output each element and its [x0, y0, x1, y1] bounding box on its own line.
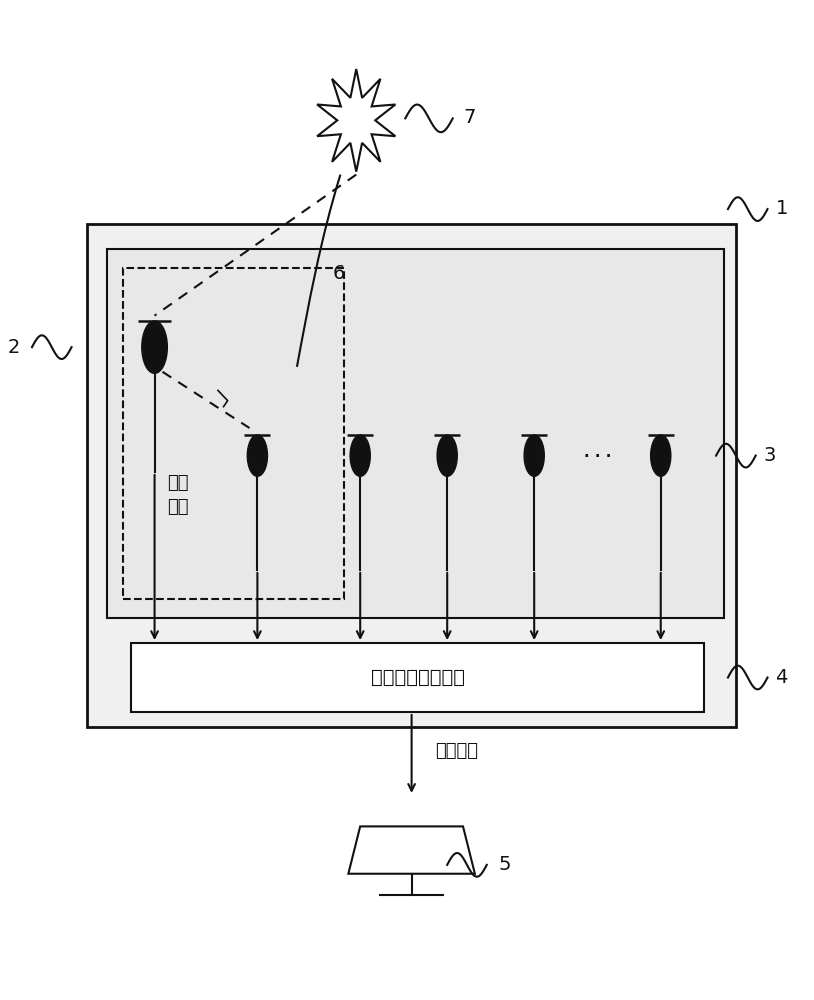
Polygon shape — [131, 643, 704, 712]
Text: 6: 6 — [333, 264, 345, 283]
Ellipse shape — [247, 435, 268, 476]
Ellipse shape — [650, 435, 671, 476]
Text: 输出信号: 输出信号 — [435, 742, 479, 760]
Polygon shape — [348, 826, 475, 874]
Text: 噪声去除处理单元: 噪声去除处理单元 — [370, 668, 465, 687]
Text: 5: 5 — [499, 855, 511, 874]
Ellipse shape — [524, 435, 545, 476]
Text: 7: 7 — [463, 108, 475, 127]
Text: 2: 2 — [8, 338, 20, 357]
Polygon shape — [87, 224, 736, 727]
Text: 观测
信号: 观测 信号 — [168, 474, 189, 516]
Ellipse shape — [350, 435, 370, 476]
Polygon shape — [317, 69, 396, 172]
Text: 3: 3 — [764, 446, 776, 465]
Ellipse shape — [142, 321, 168, 373]
Polygon shape — [107, 249, 724, 618]
Text: . . .: . . . — [584, 445, 611, 460]
Ellipse shape — [437, 435, 457, 476]
Text: 1: 1 — [776, 199, 788, 218]
Text: 4: 4 — [776, 668, 788, 687]
